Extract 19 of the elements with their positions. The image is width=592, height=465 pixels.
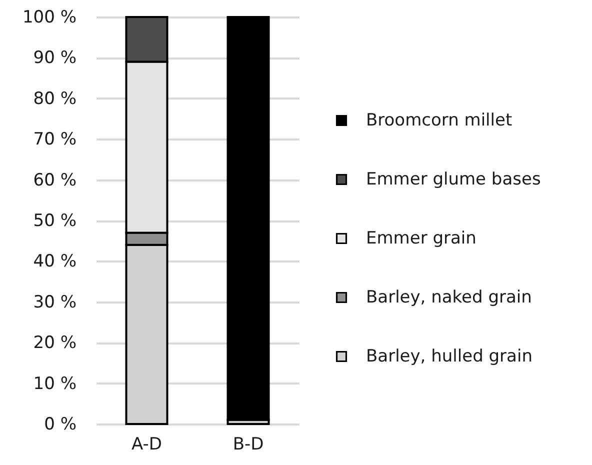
y-tick-label: 60 % [33,170,76,190]
y-tick-label: 40 % [33,252,76,272]
legend-label: Emmer glume bases [366,170,541,190]
legend-label: Emmer grain [366,228,476,248]
legend-label: Barley, naked grain [366,288,532,308]
y-tick-label: 0 % [44,414,76,434]
y-tick-label: 10 % [33,374,76,394]
y-tick-label: 50 % [33,211,76,231]
x-tick-label: A-D [132,434,162,454]
y-tick-label: 70 % [33,130,76,150]
y-tick-label: 20 % [33,333,76,354]
y-tick-label: 80 % [33,88,76,109]
x-tick-label: B-D [232,434,264,454]
y-tick-label: 100 % [22,8,76,28]
y-tick-label: 30 % [33,292,76,312]
legend-label: Barley, hulled grain [366,346,532,366]
bar [226,16,270,421]
legend-label: Broomcorn millet [366,110,512,130]
y-tick-label: 90 % [33,48,76,68]
